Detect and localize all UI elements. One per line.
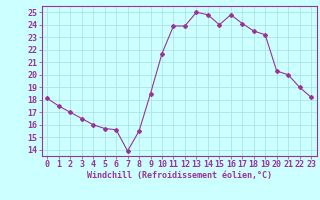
X-axis label: Windchill (Refroidissement éolien,°C): Windchill (Refroidissement éolien,°C) — [87, 171, 272, 180]
